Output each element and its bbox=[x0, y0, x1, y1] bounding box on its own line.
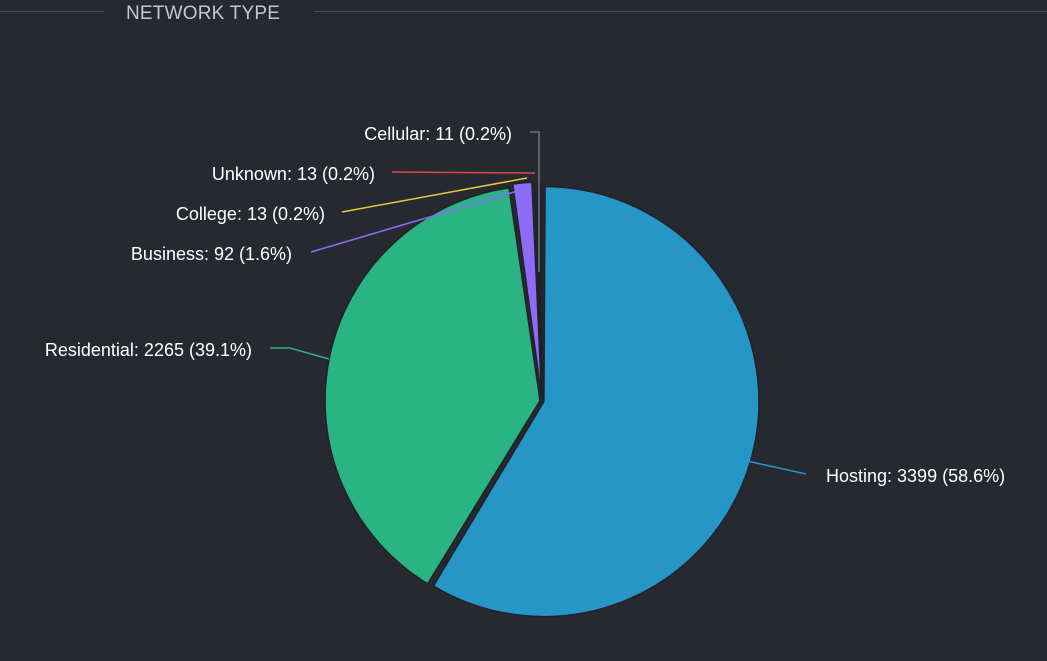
pie-slice-hosting[interactable] bbox=[432, 185, 760, 618]
leader-line-residential bbox=[270, 347, 330, 360]
slice-label-business: Business: 92 (1.6%) bbox=[131, 244, 292, 264]
panel-border-right bbox=[314, 11, 1047, 12]
slice-label-hosting: Hosting: 3399 (58.6%) bbox=[826, 466, 1005, 486]
leader-line-hosting bbox=[746, 460, 807, 475]
panel-title: NETWORK TYPE bbox=[126, 3, 281, 24]
slice-label-unknown: Unknown: 13 (0.2%) bbox=[212, 164, 375, 184]
leader-line-business bbox=[310, 189, 522, 253]
pie-slice-college[interactable] bbox=[533, 182, 543, 399]
pie-slice-residential[interactable] bbox=[324, 187, 541, 585]
slice-label-residential: Residential: 2265 (39.1%) bbox=[45, 340, 252, 360]
pie-slice-business[interactable] bbox=[512, 181, 543, 398]
leader-line-unknown bbox=[391, 171, 536, 174]
pie-slice-cellular[interactable] bbox=[539, 182, 543, 399]
leader-line-cellular bbox=[530, 131, 540, 272]
leader-line-college bbox=[341, 177, 528, 213]
slice-label-college: College: 13 (0.2%) bbox=[176, 204, 325, 224]
panel-border-left bbox=[0, 11, 104, 12]
slice-label-cellular: Cellular: 11 (0.2%) bbox=[364, 124, 512, 144]
